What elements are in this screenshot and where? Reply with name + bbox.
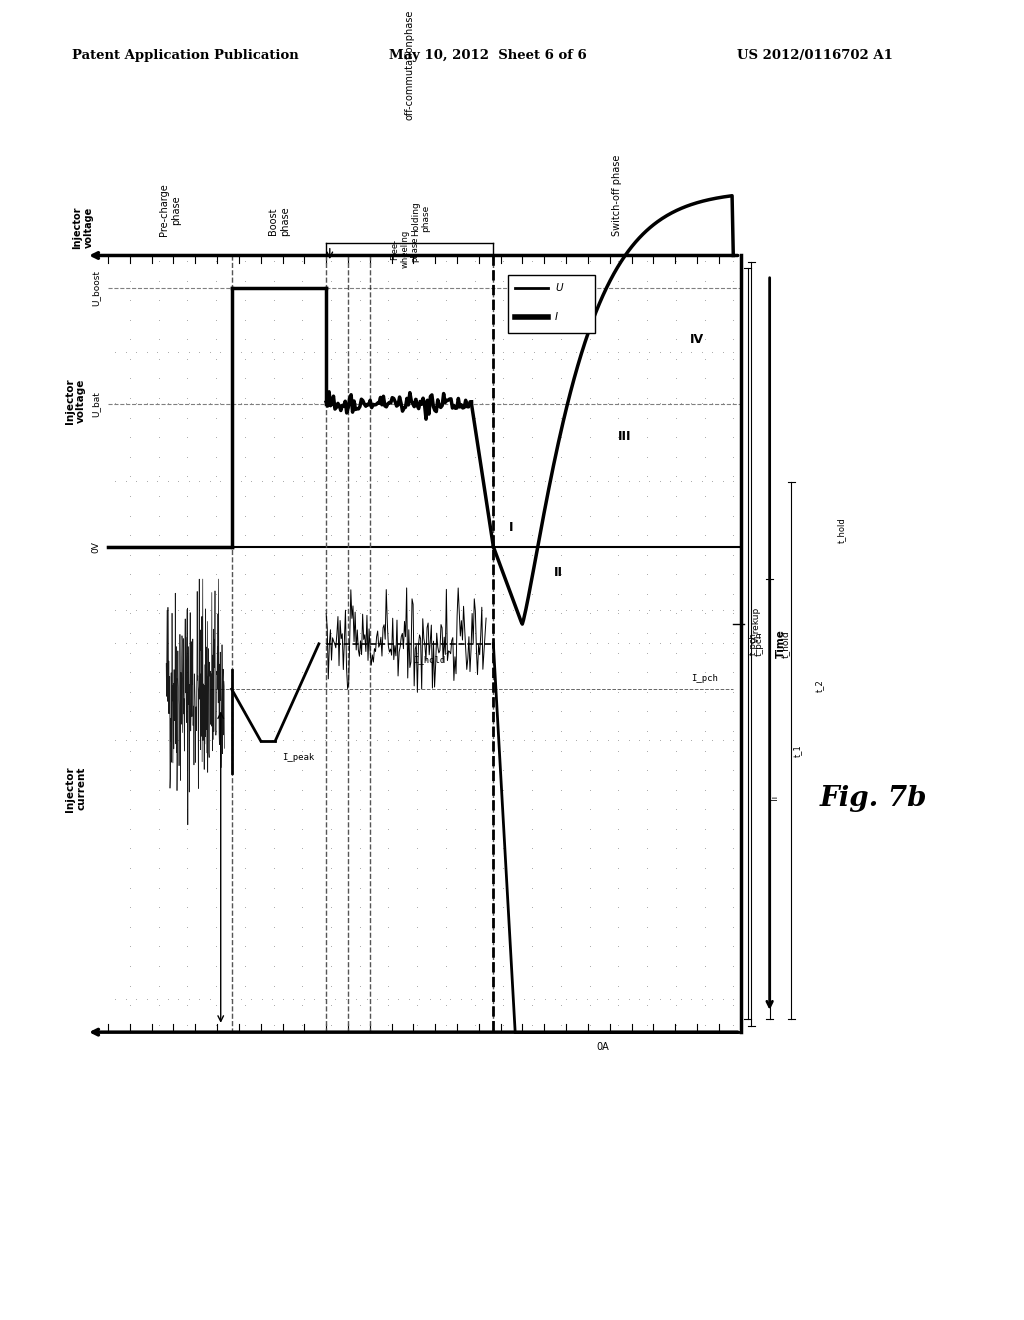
Text: Injector
voltage: Injector voltage (65, 379, 86, 424)
Text: Time: Time (775, 630, 785, 659)
Text: t_pch: t_pch (755, 631, 764, 656)
Text: II: II (554, 566, 563, 579)
Text: III: III (617, 430, 631, 444)
Text: U_boost: U_boost (92, 269, 100, 306)
Text: 0A: 0A (596, 1041, 609, 1052)
Text: Switch-off phase: Switch-off phase (612, 154, 622, 236)
Text: May 10, 2012  Sheet 6 of 6: May 10, 2012 Sheet 6 of 6 (389, 49, 587, 62)
Text: t_hold: t_hold (780, 630, 790, 657)
Text: IV: IV (690, 333, 703, 346)
Text: Injector
voltage: Injector voltage (72, 206, 93, 249)
Text: Boost
phase: Boost phase (268, 206, 290, 236)
Text: Free-
wheeling
phase: Free- wheeling phase (390, 230, 420, 268)
Text: Ti: Ti (771, 796, 780, 803)
Text: I_peak: I_peak (283, 752, 314, 762)
Text: V_rekup: V_rekup (752, 606, 761, 643)
Text: Holding
phase: Holding phase (411, 202, 430, 236)
Text: I: I (555, 312, 558, 322)
Text: t_2: t_2 (815, 680, 823, 692)
Text: U: U (555, 282, 563, 293)
Text: t_hold: t_hold (837, 517, 846, 544)
Text: 0V: 0V (92, 541, 100, 553)
Text: I_hold: I_hold (414, 656, 445, 664)
Text: Patent Application Publication: Patent Application Publication (72, 49, 298, 62)
Text: t_pch: t_pch (750, 632, 759, 655)
Text: Pre-charge
phase: Pre-charge phase (159, 183, 180, 236)
Text: I: I (509, 521, 514, 533)
Text: U_bat: U_bat (92, 392, 100, 417)
Text: Injector
current: Injector current (65, 767, 86, 812)
Text: off-commutationphase: off-commutationphase (404, 9, 415, 120)
Text: Fig. 7b: Fig. 7b (819, 785, 927, 812)
Bar (508, 275, 595, 333)
Text: t_1: t_1 (793, 744, 802, 756)
Text: US 2012/0116702 A1: US 2012/0116702 A1 (737, 49, 893, 62)
Text: I_pch: I_pch (691, 673, 718, 682)
